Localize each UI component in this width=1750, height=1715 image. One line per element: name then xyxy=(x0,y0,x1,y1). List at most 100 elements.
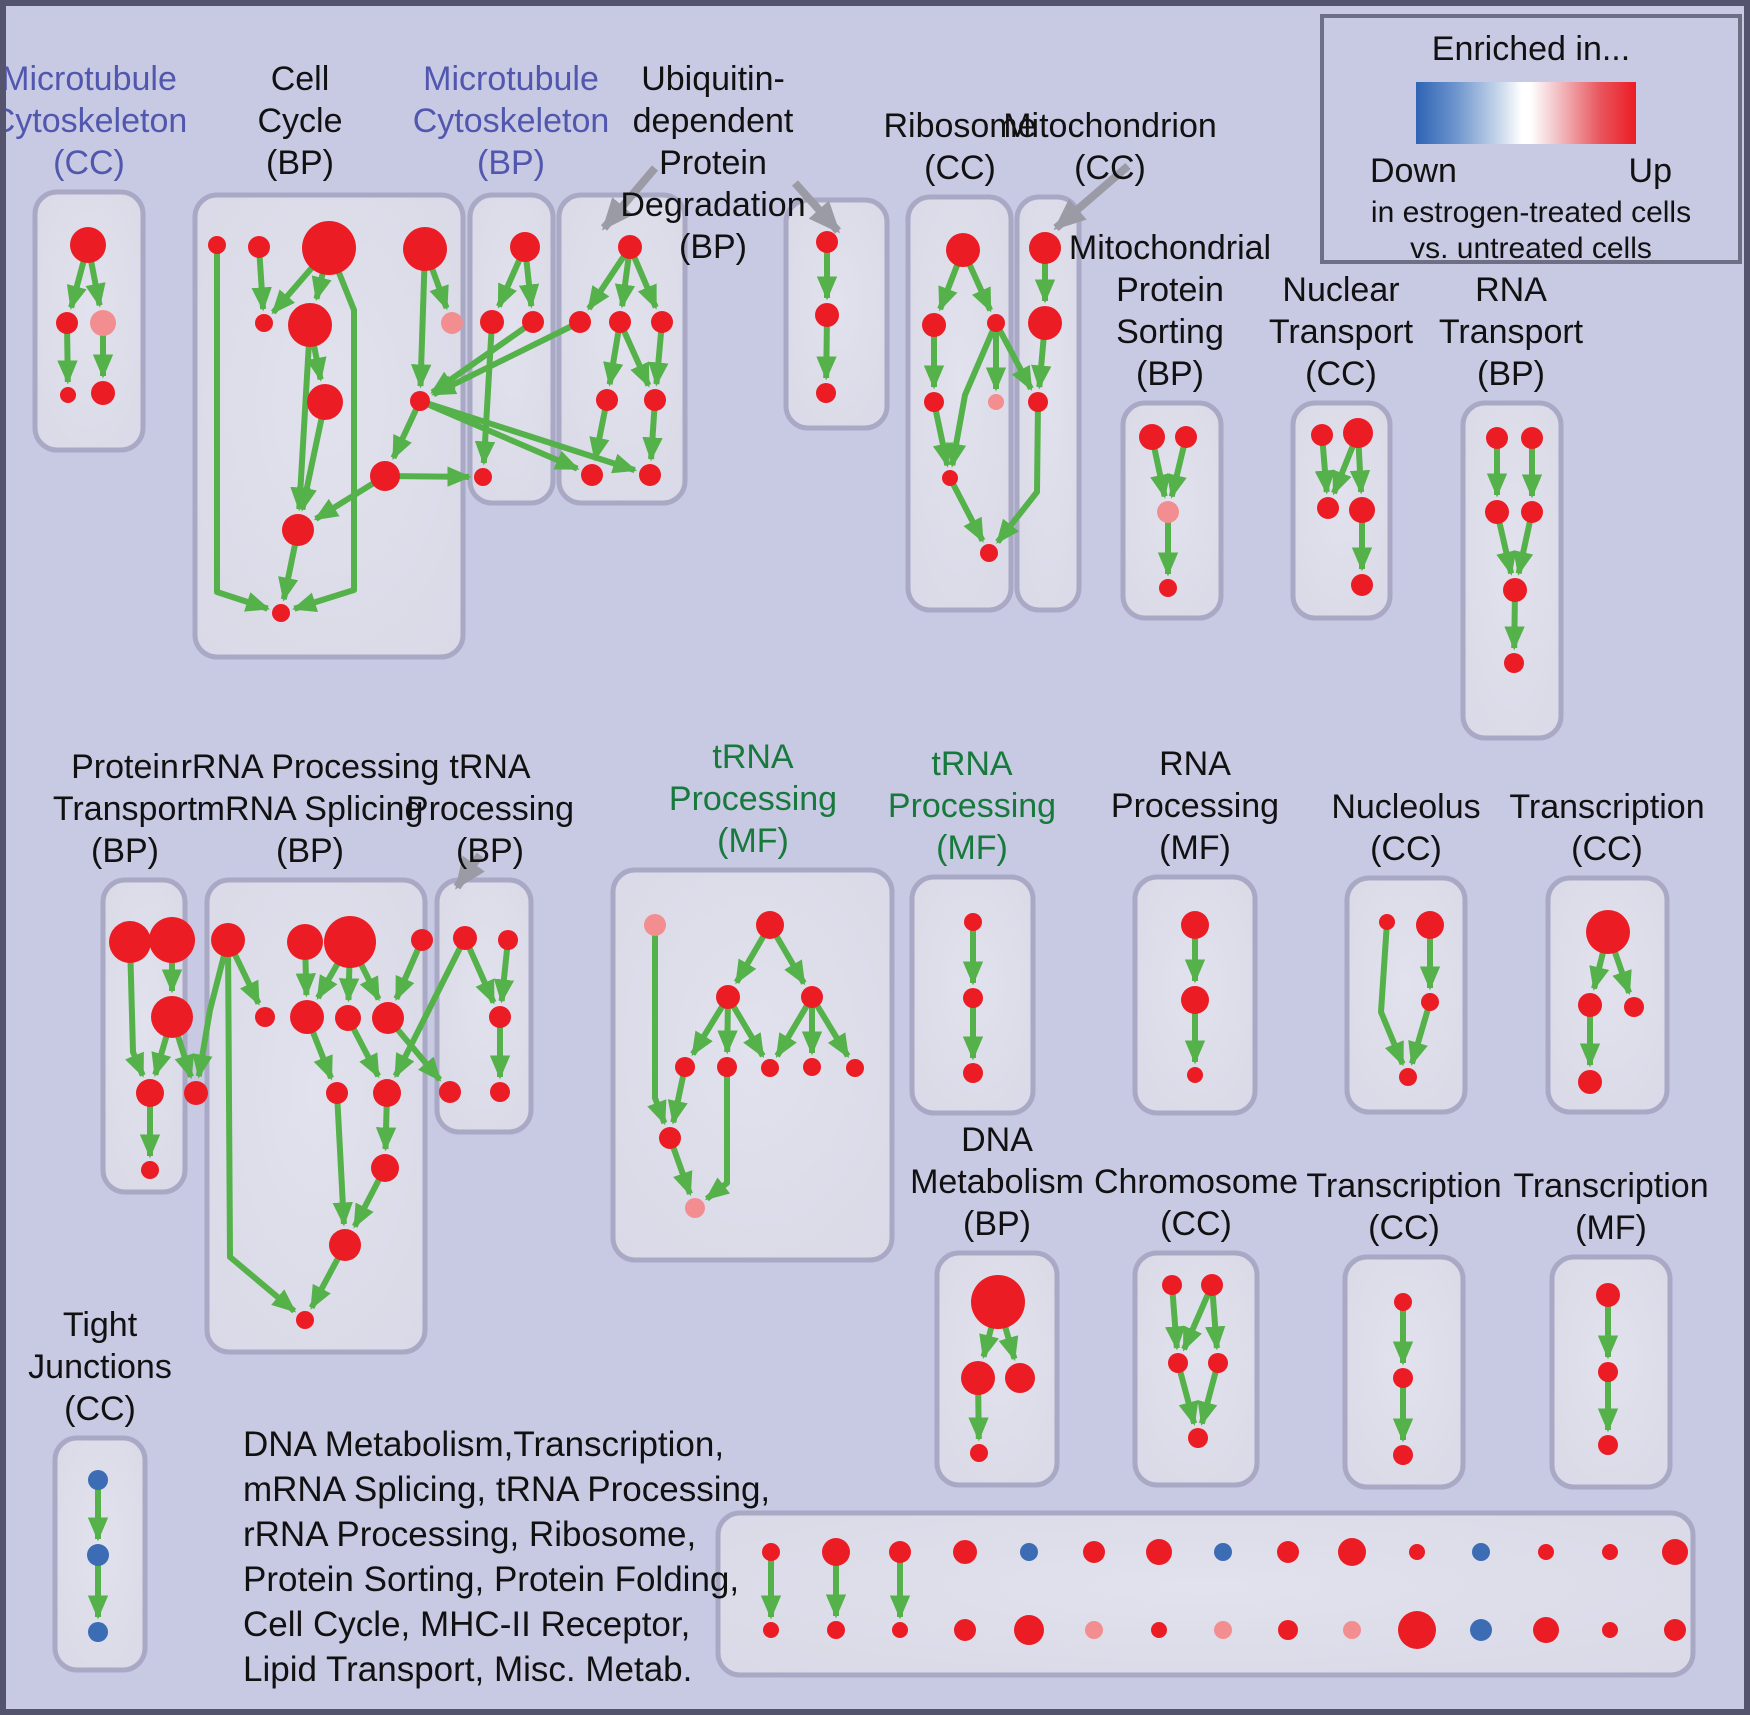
legend-title: Enriched in... xyxy=(1431,30,1631,68)
node-U2-red xyxy=(569,311,591,333)
node-BB12-blue xyxy=(1470,1619,1492,1641)
node-R5-pink xyxy=(988,394,1004,410)
edge-G4-G9 xyxy=(809,995,851,1059)
edge-R3-R6 xyxy=(946,321,999,468)
node-W4-red xyxy=(439,1081,461,1103)
legend-up-label: Up xyxy=(1628,152,1672,190)
node-BT15-red xyxy=(1662,1539,1688,1565)
legend-subtitle-line1: in estrogen-treated cells xyxy=(1370,196,1692,229)
cluster-box-trna-processing-mf-1 xyxy=(610,867,895,1263)
label-transcription-cc-mid: Transcription (CC) xyxy=(1509,788,1705,868)
node-I2-red xyxy=(1181,986,1209,1014)
node-BT6-red xyxy=(1083,1541,1105,1563)
node-B4-red xyxy=(403,227,447,271)
node-BT9-red xyxy=(1277,1541,1299,1563)
node-BT7-red xyxy=(1146,1539,1172,1565)
cluster-box-chromosome xyxy=(1132,1250,1260,1488)
node-X2-red xyxy=(1598,1362,1618,1382)
label-trna-processing-bp: tRNA Processing (BP) xyxy=(405,748,575,870)
node-M3-red xyxy=(522,311,544,333)
node-J3-red xyxy=(1421,993,1439,1011)
node-G4-red xyxy=(801,986,823,1008)
node-U8-red xyxy=(639,464,661,486)
edge-E1-E3 xyxy=(1165,1284,1186,1351)
node-T1-red xyxy=(1029,232,1061,264)
label-transcription-mf: Transcription (MF) xyxy=(1513,1167,1709,1247)
node-BB2-red xyxy=(827,1621,845,1639)
legend-down-label: Down xyxy=(1370,152,1457,190)
label-nucleolus-cc: Nucleolus (CC) xyxy=(1331,788,1481,868)
node-A5-red xyxy=(91,381,115,405)
edge-E2-E3 xyxy=(1181,1283,1215,1352)
cluster-box-microtubule-cc xyxy=(32,189,146,453)
edge-B8-B11 xyxy=(296,401,328,512)
edge-R3-T3 xyxy=(993,321,1034,391)
node-C1-red xyxy=(816,231,838,253)
edge-E4-E5 xyxy=(1197,1362,1221,1426)
node-S1-red xyxy=(1486,427,1508,449)
node-R1-red xyxy=(946,233,980,267)
node-B3-red xyxy=(302,221,356,275)
edge-W2-W3 xyxy=(493,939,515,1004)
node-J1-red xyxy=(1379,914,1395,930)
node-BT11-red xyxy=(1409,1544,1425,1560)
node-Q4-red xyxy=(1349,497,1375,523)
node-G1-pink xyxy=(644,914,666,936)
node-R6-red xyxy=(942,470,958,486)
label-mitochondrial-protein-sorting-bp: Mitochondrial Protein Sorting (BP) xyxy=(1068,229,1272,393)
edge-B9-U8 xyxy=(419,398,638,474)
node-S6-red xyxy=(1504,653,1524,673)
node-B2-red xyxy=(248,236,270,258)
annot-arrow-ubiquitin-left xyxy=(600,165,659,231)
edge-M2-M4 xyxy=(474,321,496,466)
legend-gradient-bar xyxy=(1416,82,1636,144)
node-G11-pink xyxy=(685,1198,705,1218)
node-J2-red xyxy=(1416,911,1444,939)
node-PT3-red xyxy=(151,996,193,1038)
edge-B1-B12 xyxy=(214,245,270,612)
node-Q2-red xyxy=(1343,418,1373,448)
node-BB11-red xyxy=(1398,1611,1436,1649)
node-U1-red xyxy=(618,235,642,259)
node-K4-red xyxy=(1578,1070,1602,1094)
node-E2-red xyxy=(1201,1274,1223,1296)
node-V12-red xyxy=(329,1229,361,1261)
node-V2-red xyxy=(287,924,323,960)
node-G2-red xyxy=(756,911,784,939)
node-PT2-red xyxy=(149,917,195,963)
node-BT10-red xyxy=(1338,1538,1366,1566)
node-A1-red xyxy=(70,227,106,263)
node-PT4-red xyxy=(136,1079,164,1107)
edge-V1-V13 xyxy=(225,939,297,1314)
label-protein-transport-bp: Protein Transport (BP) xyxy=(52,748,198,870)
node-G6-red xyxy=(717,1057,737,1077)
node-PT6-red xyxy=(141,1161,159,1179)
label-rna-transport-bp: RNA Transport (BP) xyxy=(1438,271,1584,393)
edge-G6-G11 xyxy=(704,1067,731,1202)
label-rrna-processing-mrna-splicing-bp: rRNA Processing mRNA Splicing (BP) xyxy=(180,748,440,870)
node-R2-red xyxy=(922,313,946,337)
node-BT3-red xyxy=(889,1541,911,1563)
label-nuclear-transport-cc: Nuclear Transport (CC) xyxy=(1268,271,1414,393)
node-H2-red xyxy=(963,988,983,1008)
label-ribosome-cc: Ribosome (CC) xyxy=(883,107,1037,187)
node-B8-red xyxy=(307,384,343,420)
label-tight-junctions-cc: Tight Junctions (CC) xyxy=(28,1306,172,1428)
node-K3-red xyxy=(1624,997,1644,1017)
node-M1-red xyxy=(510,232,540,262)
node-R4-red xyxy=(924,392,944,412)
node-BT5-blue xyxy=(1020,1543,1038,1561)
node-PT1-red xyxy=(109,921,151,963)
edge-G1-G10 xyxy=(647,925,668,1126)
node-M2-red xyxy=(480,310,504,334)
node-G8-red xyxy=(803,1058,821,1076)
edge-J3-J4 xyxy=(1408,1001,1433,1066)
node-V13-red xyxy=(296,1311,314,1329)
label-cell-cycle-bp: Cell Cycle (BP) xyxy=(257,60,343,182)
node-V11-red xyxy=(371,1154,399,1182)
node-PT5-red xyxy=(184,1081,208,1105)
node-E5-red xyxy=(1188,1428,1208,1448)
node-TJ1-blue xyxy=(88,1470,108,1490)
node-B5-red xyxy=(255,314,273,332)
